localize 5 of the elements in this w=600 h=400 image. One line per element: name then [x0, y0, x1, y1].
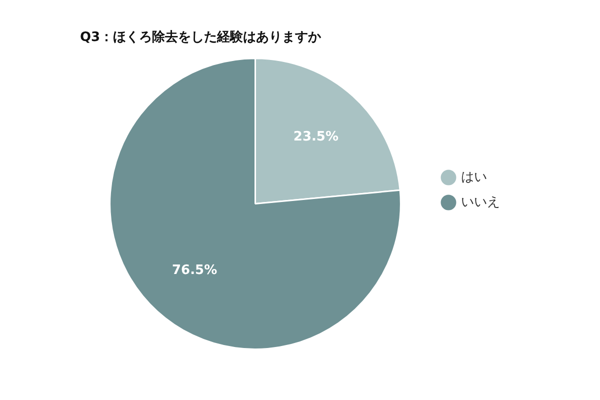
chart-title: Q3：ほくろ除去をした経験はありますか — [80, 30, 322, 46]
legend-label: いいえ — [461, 194, 500, 210]
data-label: 76.5% — [172, 262, 218, 278]
legend-label: はい — [461, 170, 487, 185]
data-label: 23.5% — [293, 129, 338, 144]
